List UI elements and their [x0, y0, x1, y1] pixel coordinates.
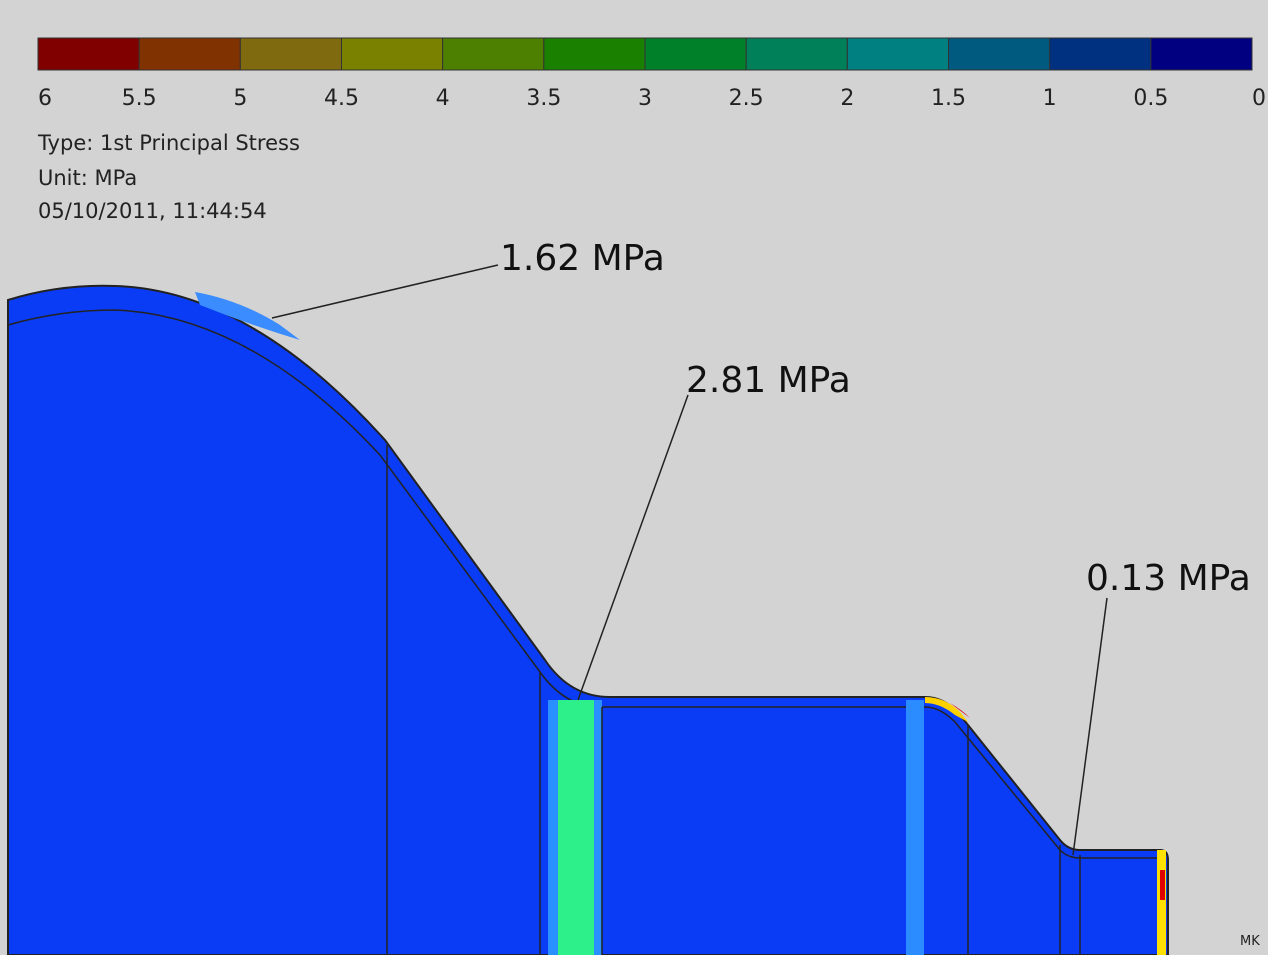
legend-label: 3.5 — [526, 86, 561, 111]
stress-edge — [1157, 850, 1166, 955]
viewport: 6 5.5 5 4.5 4 3.5 3 2.5 2 1.5 1 0.5 0 Type: 1st Prin… — [0, 0, 1268, 955]
legend-swatch — [38, 38, 139, 70]
annotation: 2.81 MPa — [686, 360, 851, 401]
stress-band — [558, 700, 594, 955]
legend-swatch — [342, 38, 443, 70]
legend-label: 5.5 — [122, 86, 157, 111]
stress-band — [906, 700, 924, 955]
legend-swatch — [240, 38, 341, 70]
legend-label: 3 — [638, 86, 652, 111]
legend-swatch — [949, 38, 1050, 70]
legend-label: 4 — [436, 86, 450, 111]
legend-label: 4.5 — [324, 86, 359, 111]
legend-label: 1 — [1043, 86, 1057, 111]
legend-label: 1.5 — [931, 86, 966, 111]
legend-swatch — [1050, 38, 1151, 70]
legend-label: 2.5 — [729, 86, 764, 111]
legend-label: 2 — [840, 86, 854, 111]
legend-label: 6 — [38, 86, 52, 111]
legend-swatch — [139, 38, 240, 70]
annotation: 1.62 MPa — [500, 238, 665, 279]
legend-swatch — [544, 38, 645, 70]
date-text: 05/10/2011, 11:44:54 — [38, 199, 267, 223]
corner-label: MK — [1240, 934, 1260, 949]
type-text: Type: 1st Principal Stress — [37, 131, 300, 155]
legend-swatch — [847, 38, 948, 70]
legend-swatch — [1151, 38, 1252, 70]
unit-text: Unit: MPa — [38, 166, 137, 190]
legend-label: 0 — [1252, 86, 1266, 111]
stress-band — [548, 700, 558, 955]
legend-swatch — [645, 38, 746, 70]
stress-band — [594, 700, 602, 955]
legend-label: 0.5 — [1133, 86, 1168, 111]
legend-label: 5 — [233, 86, 247, 111]
stress-edge — [1160, 870, 1165, 900]
legend-swatch — [746, 38, 847, 70]
annotation: 0.13 MPa — [1086, 558, 1251, 599]
legend-swatch — [443, 38, 544, 70]
